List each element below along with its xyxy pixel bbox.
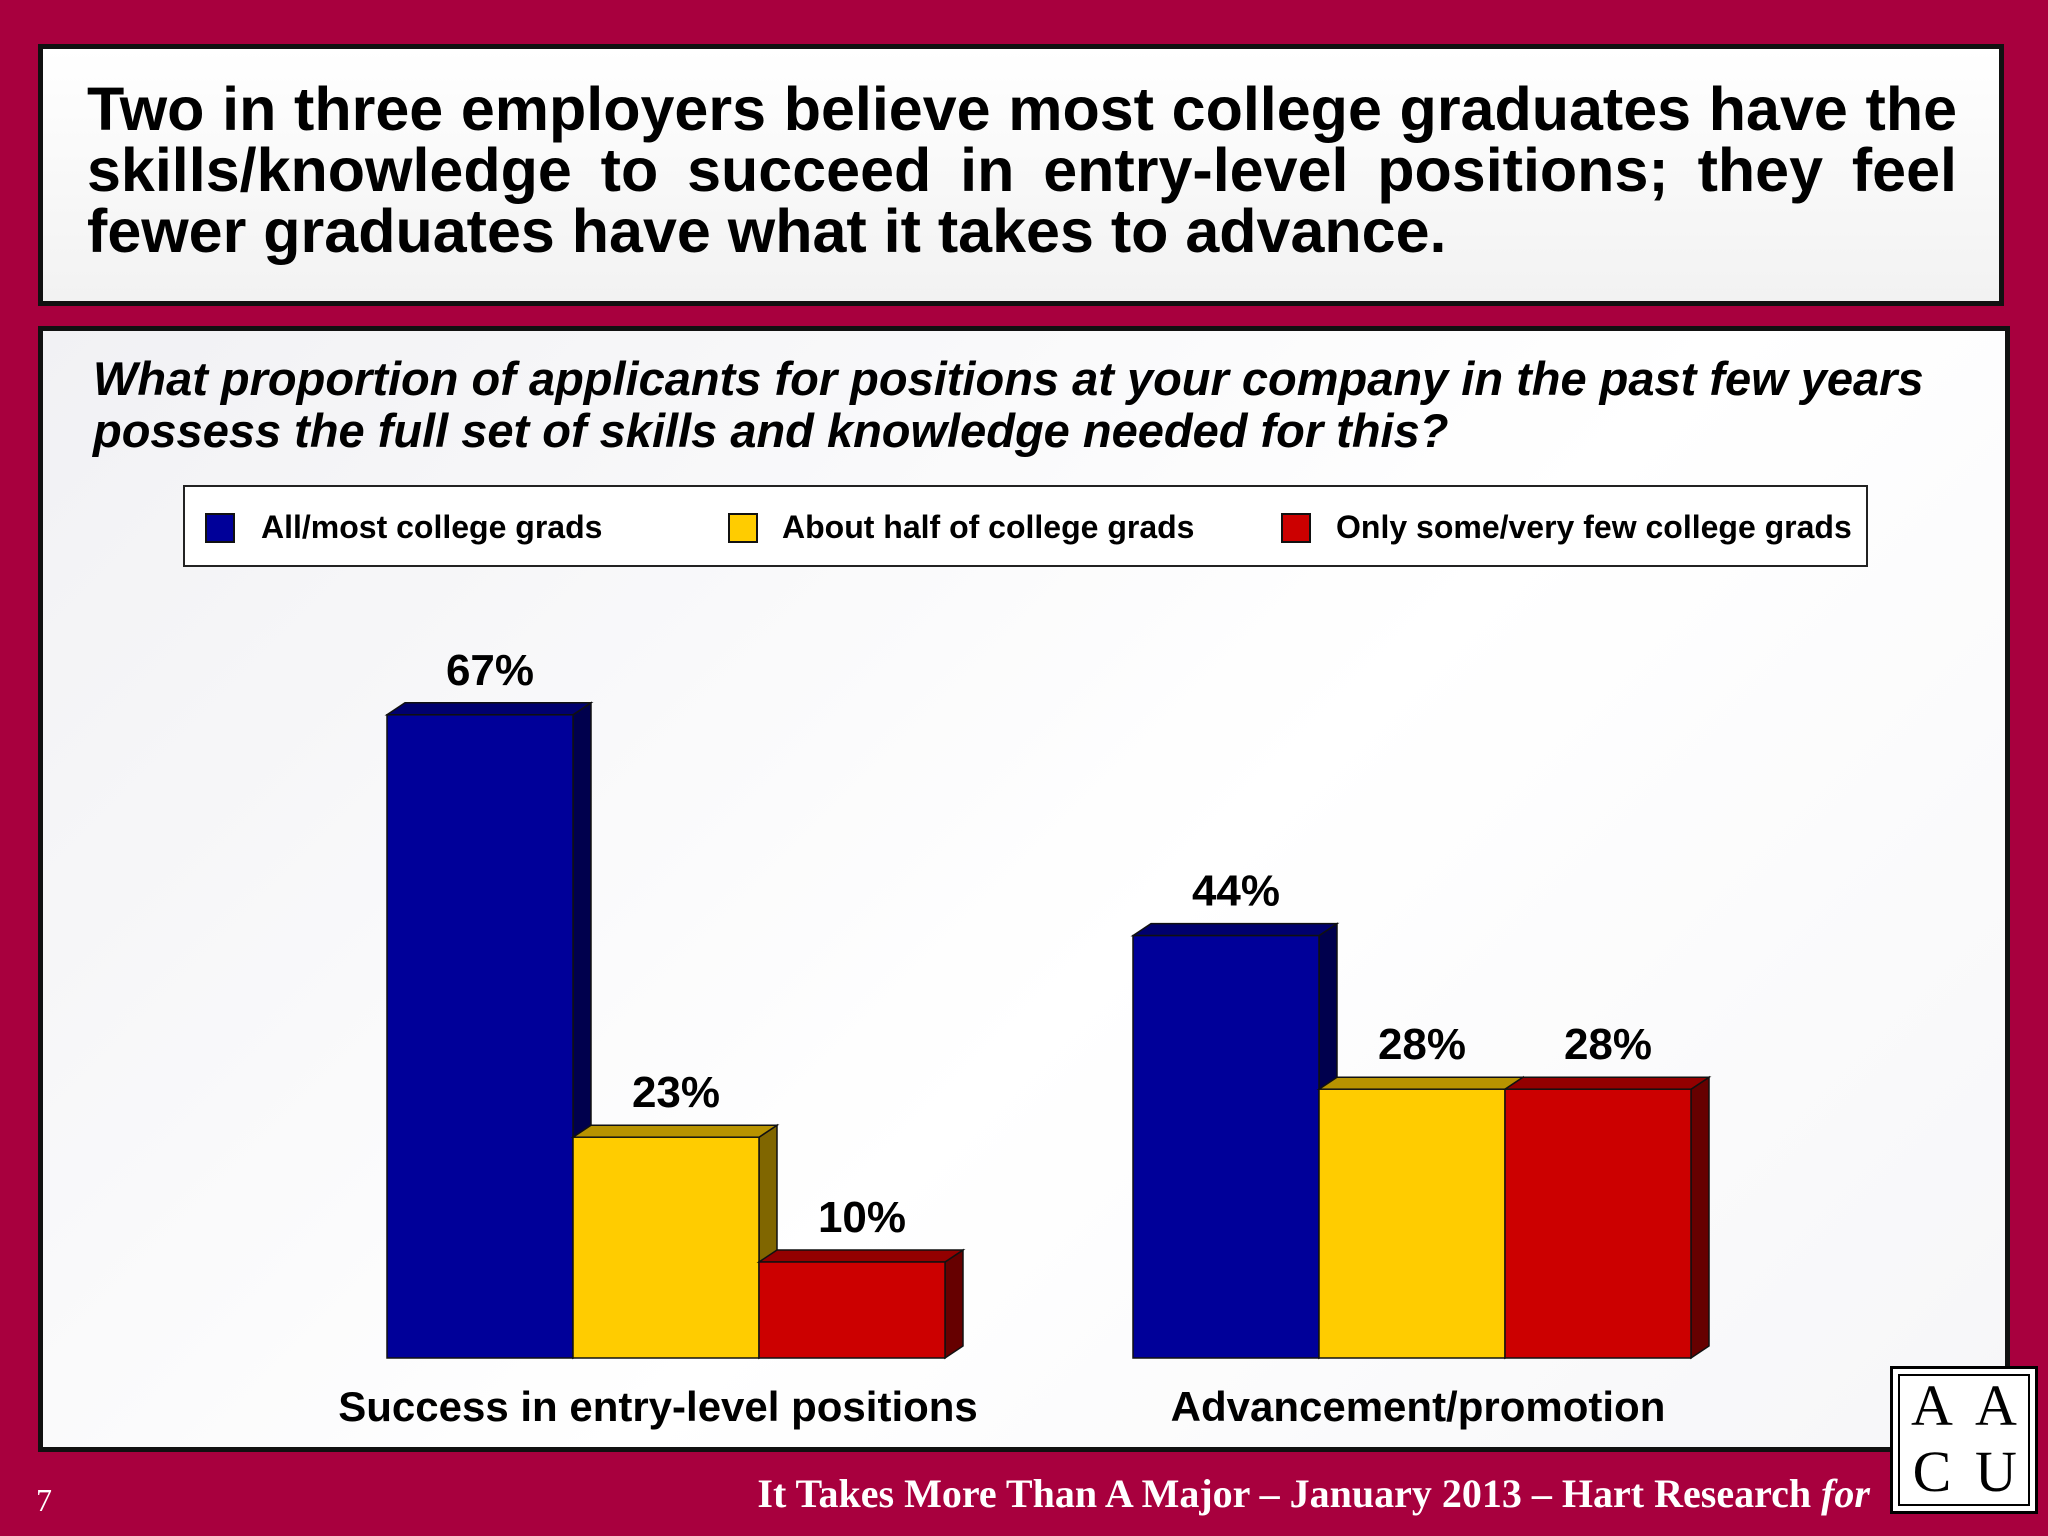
bar — [572, 1136, 760, 1359]
footer-citation: It Takes More Than A Major – January 201… — [757, 1470, 1870, 1517]
headline-panel: Two in three employers believe most coll… — [38, 44, 2004, 306]
bar — [1318, 1088, 1506, 1359]
bar — [758, 1261, 946, 1359]
chart-title: What proportion of applicants for positi… — [93, 352, 1924, 457]
bar — [1132, 934, 1320, 1359]
aacu-logo: A A C U — [1890, 1366, 2038, 1514]
logo-letter: C — [1912, 1439, 1952, 1504]
data-label: 67% — [446, 646, 534, 695]
bar-top — [756, 1249, 966, 1263]
bar-top — [384, 702, 594, 716]
footer-for: for — [1821, 1471, 1870, 1516]
bar-side — [1690, 1075, 1710, 1360]
bar-top — [1502, 1076, 1712, 1090]
logo-letter: A — [1975, 1373, 2017, 1438]
legend-label: About half of college grads — [782, 509, 1195, 545]
bar — [1504, 1088, 1692, 1359]
logo-letter: U — [1975, 1439, 2017, 1504]
logo-letter: A — [1911, 1373, 1953, 1438]
category-label: Success in entry-level positions — [338, 1383, 978, 1430]
legend-label: All/most college grads — [261, 509, 603, 545]
data-label: 44% — [1192, 867, 1280, 916]
legend-swatch-yellow — [728, 513, 758, 543]
footer-text: It Takes More Than A Major – January 201… — [757, 1471, 1812, 1516]
data-label: 23% — [632, 1068, 720, 1117]
page-number: 7 — [36, 1482, 52, 1518]
legend-swatch-blue — [205, 513, 235, 543]
bar-chart: 67% 23% 10% Success in entry-level position… — [338, 646, 1712, 1430]
chart-panel: What proportion of applicants for positi… — [38, 326, 2010, 1452]
bar-side — [944, 1248, 964, 1360]
logo-frame: A A C U — [1898, 1374, 2030, 1506]
bar-top — [1130, 922, 1340, 937]
legend-swatch-red — [1281, 513, 1311, 543]
legend-label: Only some/very few college grads — [1336, 509, 1852, 545]
headline-text: Two in three employers believe most coll… — [87, 75, 1957, 265]
bar — [386, 714, 574, 1359]
category-label: Advancement/promotion — [1171, 1383, 1666, 1430]
chart-legend: All/most college grads About half of col… — [183, 485, 1868, 567]
bar-top — [570, 1124, 780, 1138]
bar-top — [1316, 1076, 1526, 1090]
data-label: 10% — [818, 1193, 906, 1242]
data-label: 28% — [1564, 1020, 1652, 1069]
data-label: 28% — [1378, 1020, 1466, 1069]
